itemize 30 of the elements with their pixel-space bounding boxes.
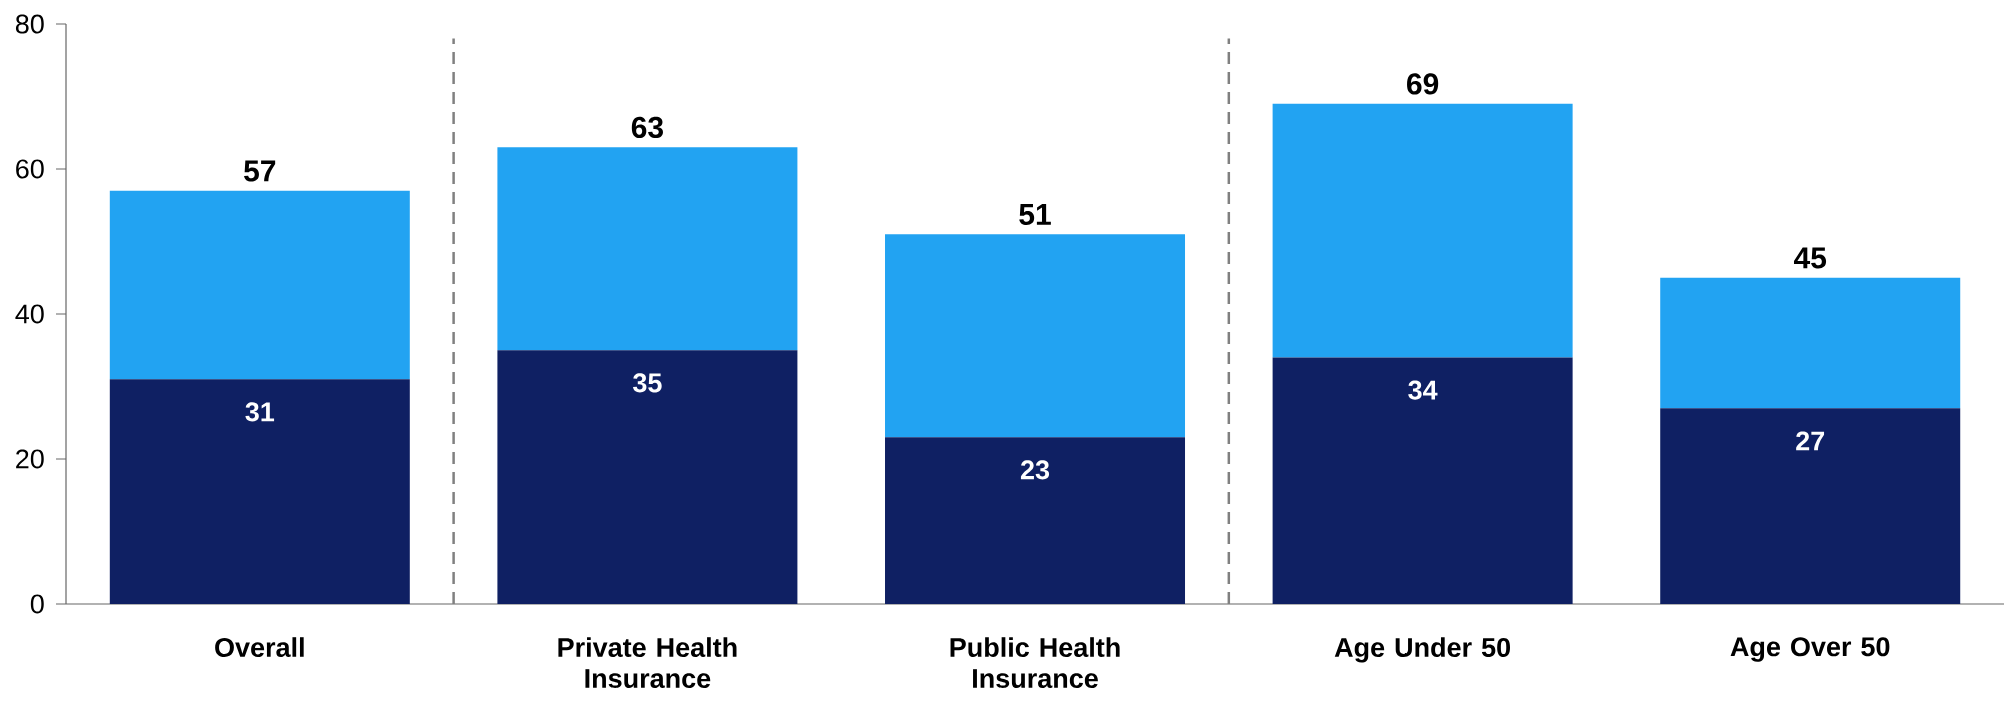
bar: [1660, 277, 1961, 409]
x-tick-label: Overall: [215, 637, 304, 658]
total-label: 51: [1019, 204, 1051, 226]
data-label: 35: [633, 373, 662, 393]
x-tick-label: Private Health Insurance: [558, 637, 737, 689]
bar: [109, 190, 410, 380]
y-tick-label: 60: [16, 159, 44, 179]
data-label: 31: [245, 402, 275, 422]
y-tick-label: 40: [15, 304, 44, 324]
x-tick-label: Age Over 50: [1730, 637, 1890, 662]
y-tick-label: 0: [30, 594, 44, 614]
bar: [885, 234, 1186, 438]
total-label: 57: [244, 160, 276, 182]
y-tick-label: 20: [16, 449, 44, 469]
x-tick-label: Public Health Insurance: [950, 637, 1120, 689]
bar: [497, 350, 798, 604]
bar: [497, 147, 798, 351]
data-label: 23: [1020, 460, 1050, 480]
x-tick-label: Age Under 50: [1334, 637, 1510, 663]
y-tick-label: 80: [15, 14, 44, 34]
bar: [109, 379, 410, 604]
bar: [1272, 103, 1573, 358]
bar: [1272, 357, 1573, 604]
data-label: 34: [1408, 380, 1438, 400]
total-label: 63: [631, 116, 663, 139]
bar: [1660, 408, 1961, 604]
total-label: 45: [1793, 247, 1827, 269]
bar: [885, 437, 1186, 604]
data-label: 27: [1796, 431, 1825, 451]
total-label: 69: [1407, 73, 1439, 95]
